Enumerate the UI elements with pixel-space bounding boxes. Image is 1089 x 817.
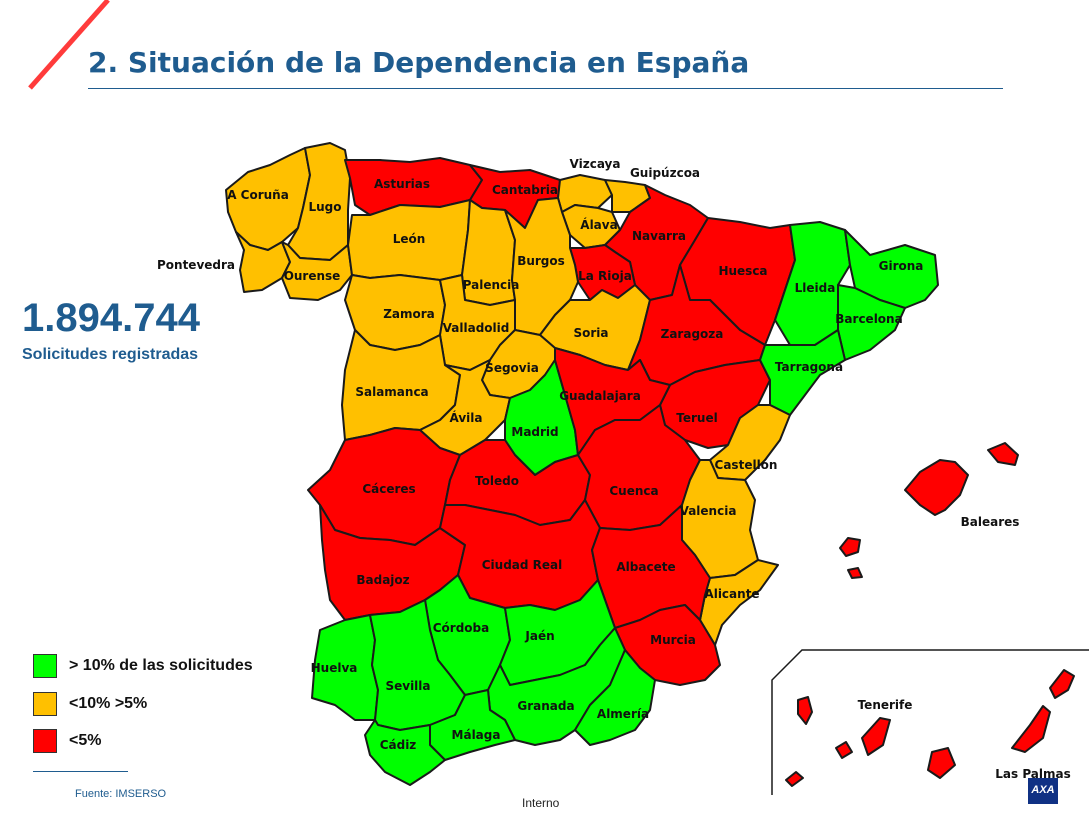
label-la-rioja: La Rioja: [578, 269, 632, 283]
label-tarragona: Tarragona: [775, 360, 843, 374]
province-cadiz[interactable]: [364, 719, 446, 786]
province-almeria[interactable]: [574, 649, 656, 746]
title-divider: [88, 88, 1003, 89]
label-albacete: Albacete: [616, 560, 675, 574]
legend-item-mid: <10% >5%: [33, 692, 147, 716]
island-gran-canaria[interactable]: [927, 747, 956, 779]
label-salamanca: Salamanca: [355, 385, 428, 399]
legend-swatch-green: [33, 654, 57, 678]
label-tenerife: Tenerife: [858, 698, 913, 712]
legend-item-high: > 10% de las solicitudes: [33, 654, 253, 678]
label-a-coruna: A Coruña: [227, 188, 289, 202]
label-vizcaya: Vizcaya: [570, 157, 621, 171]
label-badajoz: Badajoz: [356, 573, 409, 587]
label-cantabria: Cantabria: [492, 183, 558, 197]
province-tarragona[interactable]: [759, 329, 846, 416]
island-menorca[interactable]: [987, 442, 1019, 466]
page-title: 2. Situación de la Dependencia en España: [88, 46, 750, 79]
label-huesca: Huesca: [718, 264, 767, 278]
source-note: Fuente: IMSERSO: [75, 788, 167, 800]
island-la-gomera[interactable]: [835, 741, 853, 759]
label-pontevedra: Pontevedra: [157, 258, 235, 272]
label-valladolid: Valladolid: [443, 321, 510, 335]
label-ourense: Ourense: [284, 269, 341, 283]
island-formentera[interactable]: [847, 567, 863, 579]
stat-total-value: 1.894.744: [22, 296, 200, 340]
label-segovia: Segovia: [485, 361, 539, 375]
label-almeria: Almería: [597, 707, 649, 721]
island-mallorca[interactable]: [904, 459, 969, 516]
legend-item-low: <5%: [33, 729, 101, 753]
label-barcelona: Barcelona: [835, 312, 902, 326]
island-ibiza[interactable]: [839, 537, 861, 557]
label-ciudad-real: Ciudad Real: [482, 558, 563, 572]
label-baleares: Baleares: [961, 515, 1020, 529]
label-alicante: Alicante: [704, 587, 759, 601]
label-malaga: Málaga: [452, 728, 501, 742]
label-asturias: Asturias: [374, 177, 430, 191]
label-granada: Granada: [517, 699, 574, 713]
island-lanzarote[interactable]: [1049, 669, 1075, 699]
island-tenerife[interactable]: [861, 717, 891, 756]
label-teruel: Teruel: [676, 411, 717, 425]
province-ourense[interactable]: [281, 241, 353, 301]
label-lleida: Lleida: [795, 281, 836, 295]
footer-classification: Interno: [522, 796, 560, 810]
label-navarra: Navarra: [632, 229, 686, 243]
label-murcia: Murcia: [650, 633, 696, 647]
label-palencia: Palencia: [463, 278, 520, 292]
label-cordoba: Córdoba: [433, 621, 490, 635]
label-soria: Soria: [573, 326, 608, 340]
label-avila: Ávila: [449, 410, 482, 425]
label-castellon: Castellón: [715, 458, 778, 472]
legend-label-mid: <10% >5%: [69, 695, 148, 712]
label-caceres: Cáceres: [362, 482, 415, 496]
axa-logo: AXA: [1028, 778, 1058, 804]
legend-swatch-orange: [33, 692, 57, 716]
label-burgos: Burgos: [517, 254, 565, 268]
stat-total-label: Solicitudes registradas: [22, 346, 199, 363]
label-toledo: Toledo: [475, 474, 519, 488]
legend-label-low: <5%: [69, 732, 102, 749]
label-cuenca: Cuenca: [609, 484, 658, 498]
label-guipuzcoa: Guipúzcoa: [630, 166, 700, 180]
label-alava: Álava: [580, 217, 617, 232]
island-fuerteventura[interactable]: [1011, 705, 1051, 753]
label-guadalajara: Guadalajara: [559, 389, 641, 403]
legend-label-high: > 10% de las solicitudes: [69, 657, 253, 674]
label-zaragoza: Zaragoza: [661, 327, 724, 341]
accent-slash: [28, 0, 110, 90]
province-girona[interactable]: [844, 229, 939, 309]
label-zamora: Zamora: [383, 307, 435, 321]
label-las-palmas: Las Palmas: [995, 767, 1071, 781]
island-el-hierro[interactable]: [785, 771, 804, 787]
label-madrid: Madrid: [511, 425, 558, 439]
label-girona: Girona: [879, 259, 924, 273]
label-valencia: Valencia: [680, 504, 737, 518]
island-la-palma[interactable]: [797, 696, 813, 725]
baleares-group[interactable]: [839, 442, 1019, 579]
label-leon: León: [393, 232, 426, 246]
canarias-group[interactable]: [785, 669, 1075, 787]
source-divider: [33, 771, 128, 772]
province-burgos[interactable]: [504, 197, 579, 336]
label-lugo: Lugo: [308, 200, 341, 214]
label-cadiz: Cádiz: [380, 738, 417, 752]
label-jaen: Jaén: [524, 629, 554, 643]
legend-swatch-red: [33, 729, 57, 753]
label-huelva: Huelva: [311, 661, 358, 675]
province-labels: A Coruña Lugo Pontevedra Ourense Asturias Can…: [157, 157, 1071, 781]
canarias-inset-frame: [771, 649, 1089, 795]
label-sevilla: Sevilla: [385, 679, 430, 693]
